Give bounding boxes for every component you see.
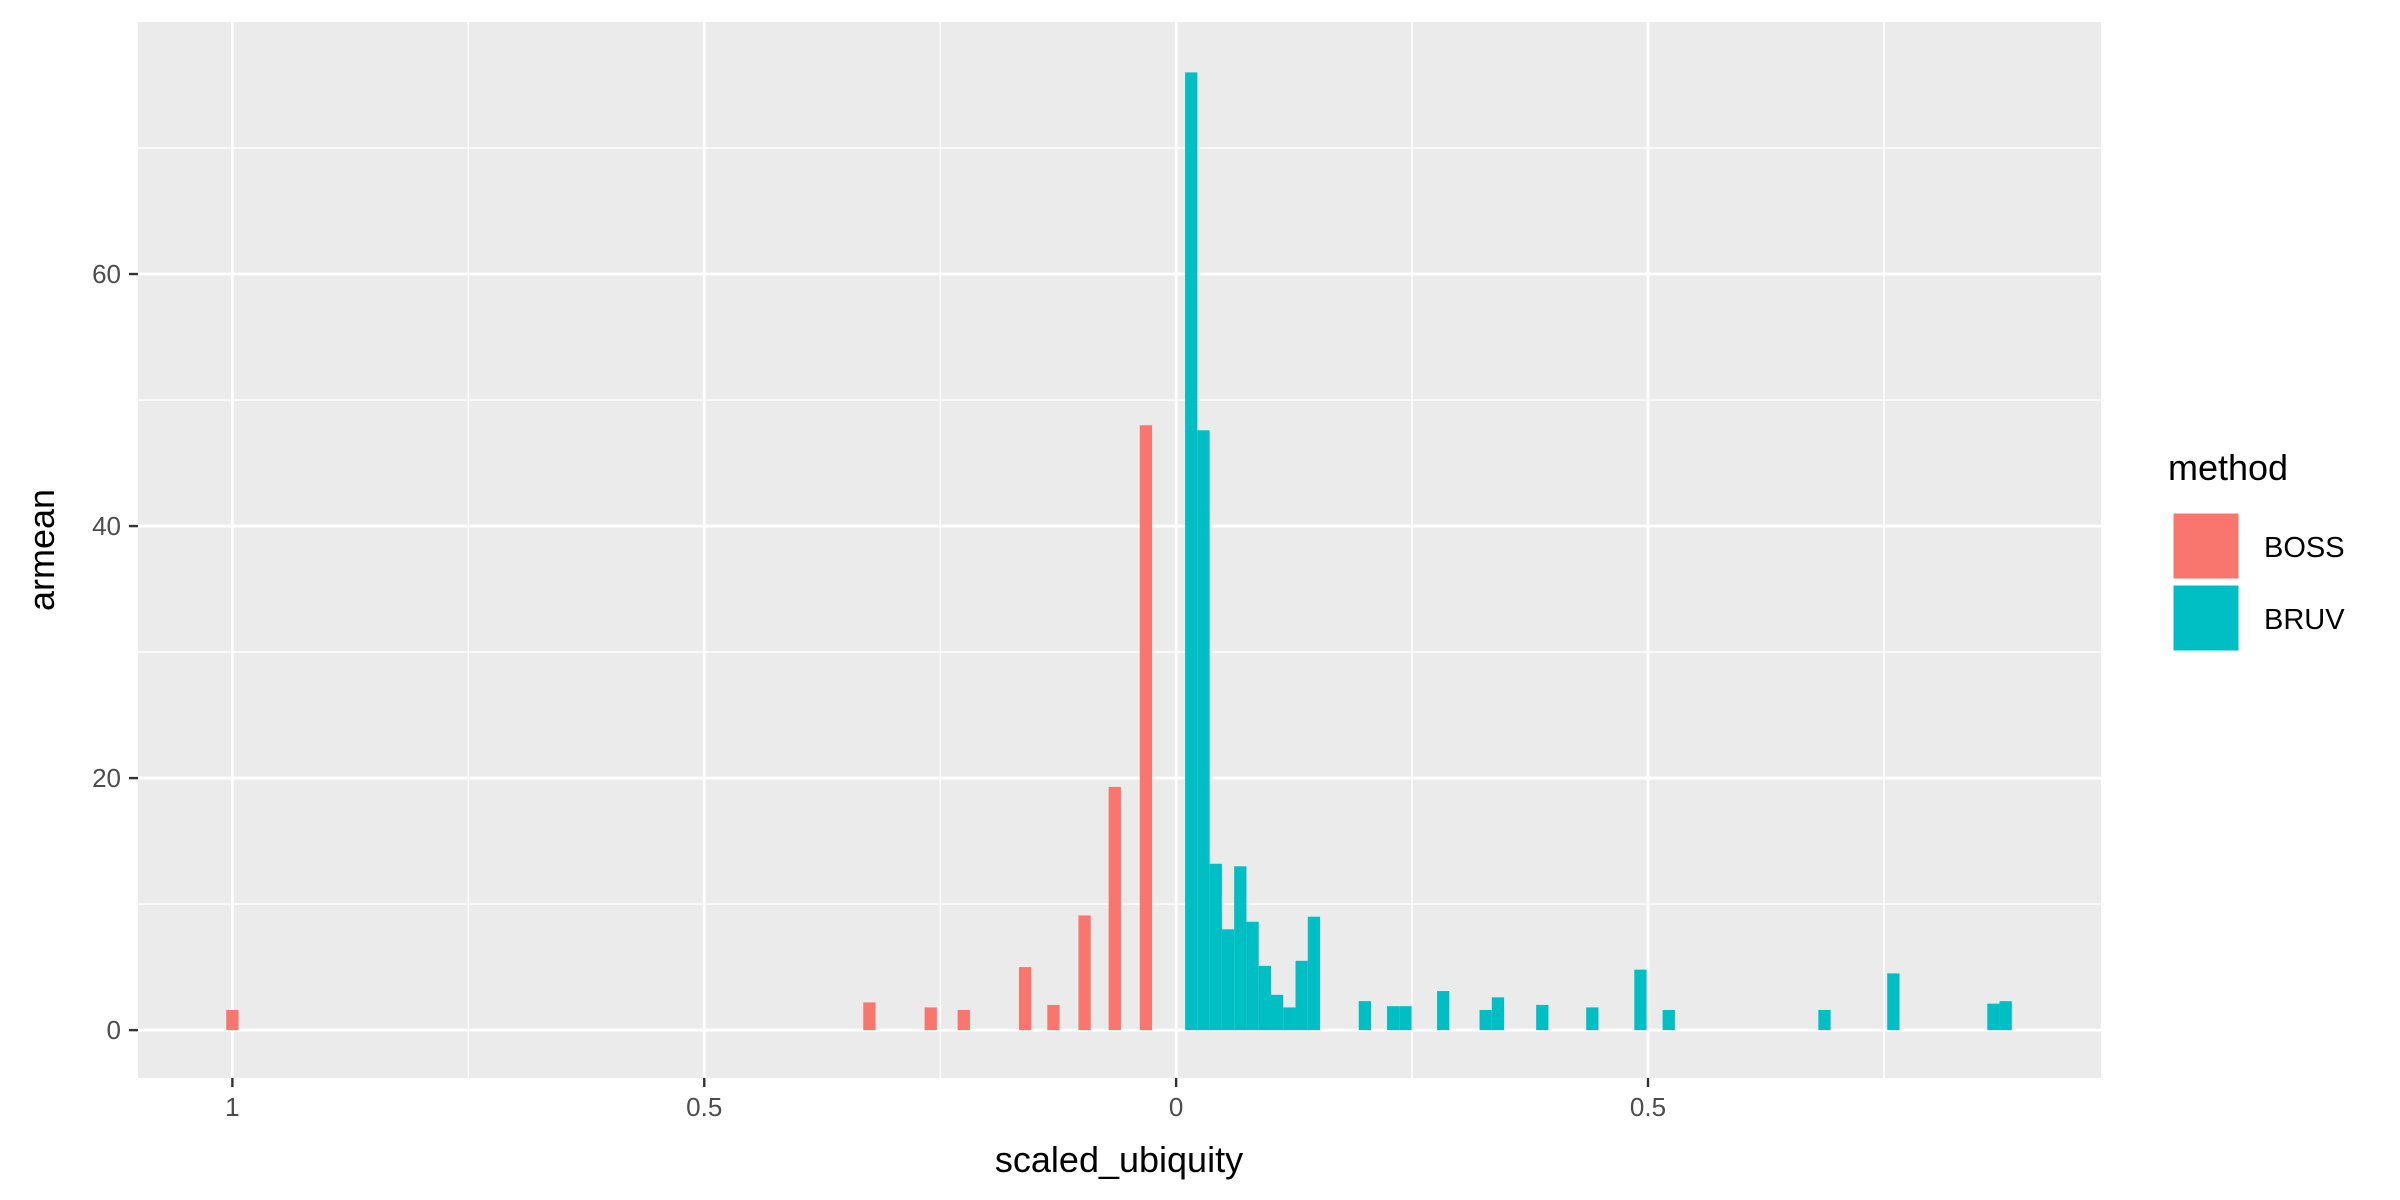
bar-bruv-1	[1197, 430, 1210, 1031]
x-tick-label-0: 1	[225, 1092, 239, 1122]
bar-bruv-3	[1221, 929, 1235, 1031]
bar-boss-8	[1139, 425, 1153, 1031]
bar-bruv-7	[1270, 994, 1284, 1031]
legend-key-boss	[2170, 510, 2242, 582]
bar-bruv-22	[1887, 973, 1900, 1031]
x-axis-title: scaled_ubiquity	[995, 1139, 1243, 1180]
y-axis-title: armean	[21, 489, 62, 611]
bar-bruv-23	[1987, 1003, 2000, 1031]
bar-boss-2	[924, 1007, 937, 1031]
bar-bruv-20	[1662, 1009, 1675, 1031]
y-tick-label-2: 40	[92, 511, 121, 541]
x-axis: 1 0.5 0 0.5	[225, 1078, 1666, 1122]
legend-title: method	[2168, 447, 2288, 488]
bar-boss-4	[1018, 967, 1032, 1031]
bar-boss-5	[1047, 1004, 1060, 1031]
bar-bruv-6	[1258, 965, 1271, 1031]
bar-bruv-8	[1283, 1007, 1296, 1031]
y-tick-label-1: 20	[92, 763, 121, 793]
bar-boss-1	[863, 1002, 876, 1031]
bar-bruv-21	[1818, 1009, 1831, 1031]
bar-bruv-13	[1399, 1006, 1412, 1031]
x-tick-label-1: 0.5	[686, 1092, 722, 1122]
bar-bruv-16	[1491, 997, 1505, 1031]
bar-boss-7	[1108, 786, 1121, 1031]
legend-label-boss: BOSS	[2264, 532, 2345, 564]
legend-key-bruv	[2170, 582, 2242, 654]
bar-bruv-18	[1586, 1007, 1599, 1031]
bar-bruv-15	[1479, 1009, 1492, 1031]
bar-boss-6	[1078, 915, 1091, 1031]
bars	[226, 72, 2012, 1031]
bar-bruv-24	[1999, 1001, 2012, 1031]
minor-gridlines	[138, 22, 2101, 1078]
bar-bruv-14	[1437, 991, 1450, 1031]
bar-boss-3	[957, 1009, 970, 1031]
bar-bruv-12	[1387, 1006, 1400, 1031]
y-axis: 0 20 40 60	[92, 259, 138, 1045]
major-gridlines	[138, 22, 2101, 1078]
legend: method BOSS BRUV	[2168, 447, 2345, 654]
bar-bruv-17	[1536, 1004, 1549, 1031]
y-tick-label-0: 0	[107, 1015, 121, 1045]
x-tick-label-2: 0	[1169, 1092, 1183, 1122]
bar-bruv-11	[1358, 1001, 1372, 1031]
bar-bruv-5	[1246, 921, 1259, 1031]
bar-bruv-9	[1295, 960, 1308, 1031]
bar-bruv-2	[1209, 863, 1222, 1031]
bar-bruv-19	[1634, 969, 1647, 1031]
y-tick-label-3: 60	[92, 259, 121, 289]
legend-label-bruv: BRUV	[2264, 604, 2345, 636]
bar-bruv-10	[1307, 916, 1321, 1031]
bar-boss-0	[226, 1009, 239, 1031]
bar-bruv-0	[1185, 72, 1198, 1031]
x-tick-label-3: 0.5	[1630, 1092, 1666, 1122]
bar-bruv-4	[1234, 866, 1247, 1031]
